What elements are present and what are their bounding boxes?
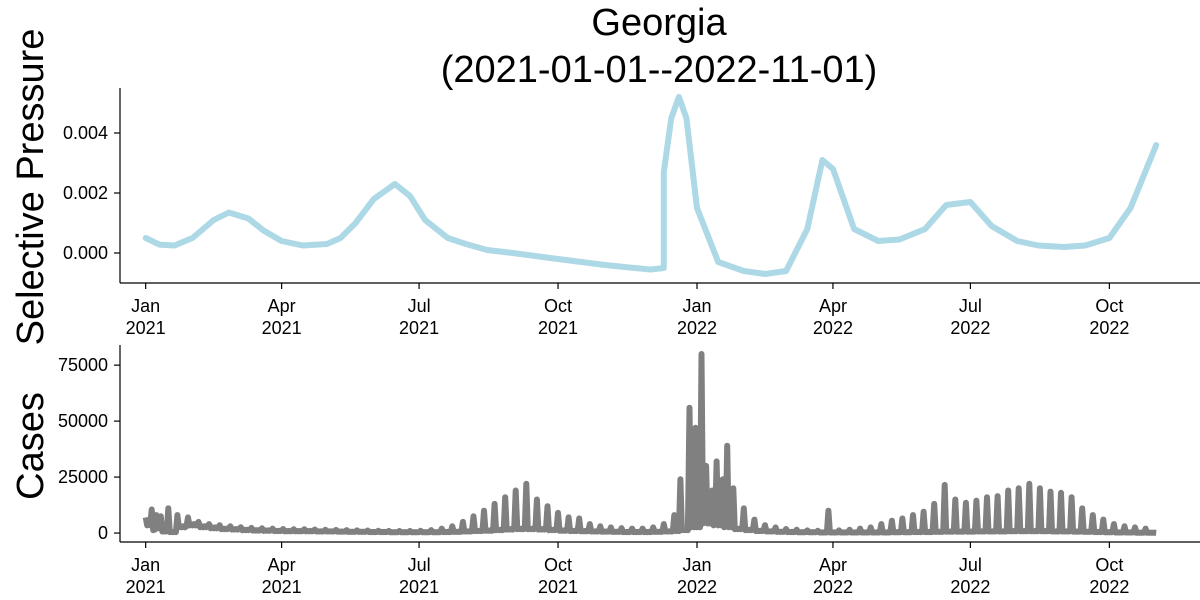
y-axis-label-cases: Cases (10, 392, 52, 500)
x-tick-label: Jan 2022 (677, 296, 717, 338)
x-tick-label: Jan 2021 (126, 296, 166, 338)
y-tick-label: 75000 (58, 355, 108, 375)
x-tick-label: Apr 2022 (813, 296, 853, 338)
y-tick-label: 50000 (58, 411, 108, 431)
y-tick-label: 25000 (58, 467, 108, 487)
x-tick-label: Jan 2022 (677, 555, 717, 597)
x-tick-label: Apr 2021 (262, 296, 302, 338)
x-tick-label: Jul 2021 (399, 296, 439, 338)
y-tick-label: 0 (98, 523, 108, 543)
x-tick-label: Jul 2022 (950, 296, 990, 338)
x-tick-label: Jul 2021 (399, 555, 439, 597)
x-tick-label: Oct 2021 (538, 555, 578, 597)
y-tick-label: 0.004 (63, 123, 108, 143)
y-tick-label: 0.000 (63, 243, 108, 263)
cases-line (142, 351, 1158, 536)
y-axis-label-selective-pressure: Selective Pressure (10, 29, 52, 346)
x-tick-label: Apr 2022 (813, 555, 853, 597)
cases-panel: Cases 0 25000 50000 75000 Jan 2021 Apr 2021 Jul 2… (10, 345, 1200, 597)
x-tick-label: Jan 2021 (126, 555, 166, 597)
x-tick-label: Oct 2022 (1089, 555, 1129, 597)
selective-pressure-line (142, 94, 1160, 277)
chart-subtitle: (2021-01-01--2022-11-01) (441, 49, 878, 91)
x-tick-label: Oct 2022 (1089, 296, 1129, 338)
x-tick-label: Apr 2021 (262, 555, 302, 597)
selective-pressure-panel: Selective Pressure 0.000 0.002 0.004 Jan 202… (10, 29, 1200, 346)
chart-title: Georgia (591, 2, 727, 44)
x-tick-label: Oct 2021 (538, 296, 578, 338)
y-tick-label: 0.002 (63, 183, 108, 203)
x-tick-label: Jul 2022 (950, 555, 990, 597)
